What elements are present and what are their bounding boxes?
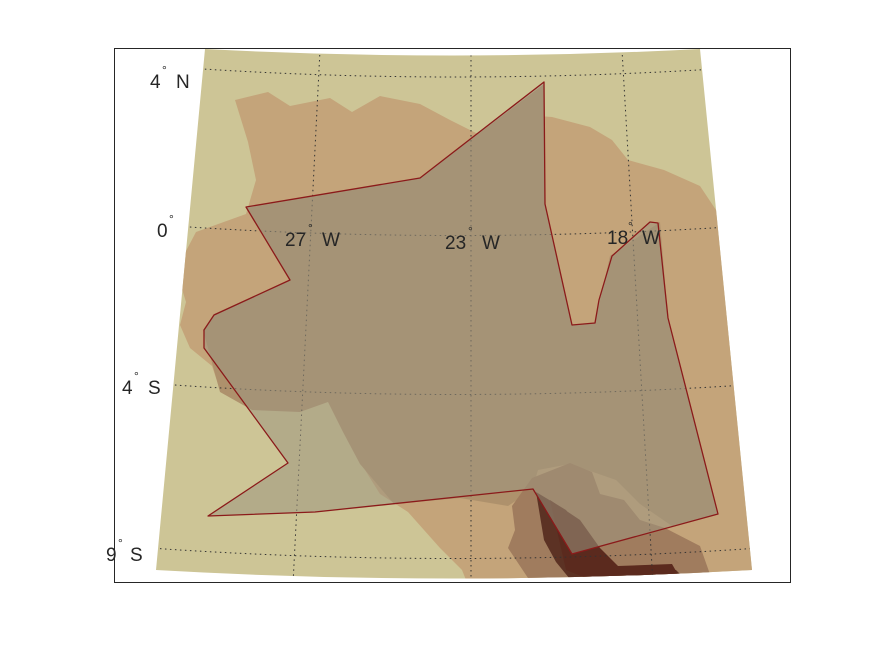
degree-symbol: °	[162, 63, 167, 77]
latitude-label-9s: 9 ° S	[106, 536, 143, 566]
longitude-label-18w: 18 ° W	[607, 219, 660, 249]
longitude-label-27w: 27 ° W	[285, 221, 340, 251]
lon-hemisphere-23w: W	[482, 233, 500, 254]
parallel-4n	[159, 65, 752, 78]
degree-symbol: °	[134, 369, 139, 383]
latitude-label-4n: 4 ° N	[150, 63, 190, 93]
latitude-label-4s: 4 ° S	[122, 369, 161, 399]
degree-symbol: °	[308, 221, 313, 235]
lon-value-27w: 27	[285, 230, 306, 251]
map-content	[156, 49, 752, 579]
degree-symbol: °	[628, 219, 633, 233]
highlighted-region[interactable]	[203, 81, 719, 555]
degree-symbol: °	[169, 212, 174, 226]
lat-value-4s: 4	[122, 378, 133, 399]
latitude-label-0: 0 °	[157, 212, 174, 242]
map-frame	[114, 48, 791, 583]
degree-symbol: °	[468, 224, 473, 238]
lat-hemisphere-4s: S	[148, 378, 161, 399]
terrain-band-5	[550, 500, 680, 579]
lon-value-23w: 23	[445, 233, 466, 254]
lat-hemisphere-9s: S	[130, 545, 143, 566]
lat-value-4n: 4	[150, 72, 161, 93]
lon-hemisphere-18w: W	[642, 228, 660, 249]
lat-value-0: 0	[157, 221, 168, 242]
longitude-label-23w: 23 ° W	[445, 224, 500, 254]
lat-value-9s: 9	[106, 545, 117, 566]
lat-hemisphere-4n: N	[176, 72, 190, 93]
lon-hemisphere-27w: W	[322, 230, 340, 251]
lon-value-18w: 18	[607, 228, 628, 249]
degree-symbol: °	[118, 536, 123, 550]
